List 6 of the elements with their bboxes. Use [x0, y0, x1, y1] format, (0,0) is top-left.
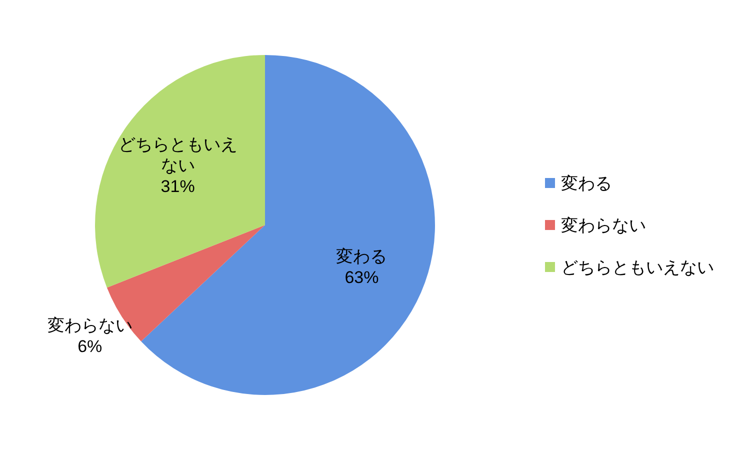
slice-label: 変わる — [335, 246, 388, 267]
slice-label: 変わらない — [46, 315, 134, 336]
data-label: 63% — [344, 266, 380, 288]
data-label: 6% — [76, 336, 104, 358]
data-label: 31% — [160, 176, 196, 198]
slice-label: どちらともいえない — [117, 134, 238, 176]
